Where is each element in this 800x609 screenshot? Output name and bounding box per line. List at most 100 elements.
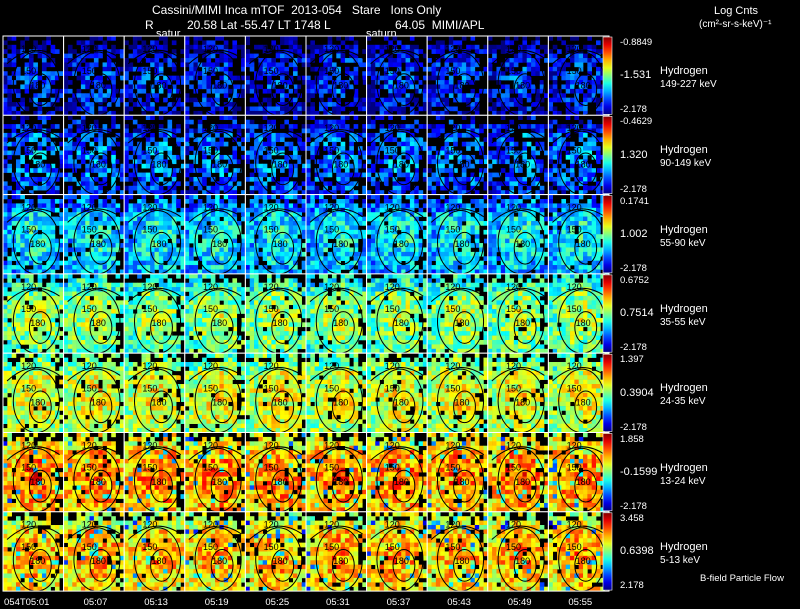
heatmap-cell: [167, 132, 173, 138]
heatmap-cell: [111, 199, 116, 204]
heatmap-cell: [453, 58, 458, 63]
heatmap-cell: [141, 88, 147, 94]
heatmap-cell: [392, 181, 398, 187]
heatmap-cell: [513, 163, 519, 169]
heatmap-cell: [150, 260, 155, 266]
heatmap-cell: [267, 256, 272, 261]
heatmap-cell: [167, 229, 173, 235]
heatmap-cell: [184, 110, 190, 116]
heatmap-cell: [275, 62, 281, 68]
heatmap-cell: [587, 141, 592, 147]
heatmap-cell: [526, 66, 532, 72]
heatmap-cell: [587, 36, 592, 41]
heatmap-cell: [509, 58, 515, 63]
heatmap-cell: [392, 194, 398, 200]
heatmap-cell: [11, 115, 17, 121]
heatmap-cell: [80, 97, 86, 103]
heatmap-cell: [141, 128, 147, 134]
heatmap-cell: [258, 58, 264, 63]
heatmap-cell: [37, 216, 43, 222]
heatmap-cell: [574, 159, 579, 165]
heatmap-cell: [76, 203, 82, 209]
heatmap-cell: [267, 150, 272, 156]
heatmap-cell: [340, 163, 346, 169]
heatmap-cell: [323, 62, 328, 68]
heatmap-cell: [193, 44, 199, 50]
heatmap-cell: [63, 216, 69, 222]
heatmap-cell: [388, 159, 393, 165]
heatmap-cell: [466, 154, 471, 160]
heatmap-cell: [124, 71, 129, 76]
heatmap-cell: [401, 88, 406, 94]
heatmap-cell: [180, 80, 186, 85]
heatmap-cell: [176, 141, 181, 147]
heatmap-cell: [63, 238, 69, 244]
heatmap-cell: [98, 221, 103, 226]
heatmap-cell: [193, 128, 199, 134]
heatmap-cell: [93, 251, 99, 257]
heatmap-cell: [33, 176, 38, 182]
heatmap-cell: [370, 225, 376, 231]
heatmap-cell: [596, 58, 601, 63]
heatmap-cell: [63, 75, 69, 81]
heatmap-cell: [50, 49, 56, 54]
heatmap-cell: [158, 84, 164, 90]
heatmap-cell: [137, 36, 142, 41]
heatmap-cell: [422, 84, 428, 90]
heatmap-cell: [331, 212, 337, 217]
heatmap-cell: [453, 128, 458, 134]
heatmap-cell: [189, 207, 194, 213]
heatmap-cell: [483, 124, 489, 129]
heatmap-cell: [7, 207, 12, 213]
heatmap-cell: [245, 110, 251, 116]
heatmap-cell: [336, 168, 341, 173]
heatmap-cell: [440, 93, 445, 98]
heatmap-cell: [405, 53, 411, 59]
heatmap-cell: [63, 66, 69, 72]
heatmap-cell: [158, 62, 164, 68]
heatmap-cell: [565, 71, 571, 76]
heatmap-cell: [327, 62, 333, 68]
heatmap-cell: [513, 176, 519, 182]
heatmap-cell: [184, 75, 190, 81]
heatmap-cell: [526, 80, 532, 85]
heatmap-cell: [184, 212, 190, 217]
heatmap-cell: [24, 66, 30, 72]
heatmap-cell: [487, 58, 493, 63]
heatmap-cell: [171, 132, 177, 138]
heatmap-cell: [124, 229, 129, 235]
heatmap-cell: [275, 212, 281, 217]
contour-label: 150: [264, 225, 279, 235]
heatmap-cell: [587, 71, 592, 76]
heatmap-cell: [171, 181, 177, 187]
heatmap-cell: [85, 80, 90, 85]
heatmap-cell: [137, 102, 142, 107]
heatmap-cell: [479, 128, 484, 134]
contour-label: 180: [454, 160, 469, 170]
heatmap-cell: [318, 243, 324, 248]
heatmap-cell: [232, 159, 238, 165]
heatmap-cell: [509, 88, 515, 94]
heatmap-cell: [89, 71, 95, 76]
contour-label: 150: [203, 145, 218, 155]
heatmap-cell: [587, 168, 592, 173]
heatmap-cell: [7, 102, 12, 107]
heatmap-cell: [89, 66, 95, 72]
heatmap-cell: [63, 260, 69, 266]
heatmap-cell: [67, 132, 73, 138]
heatmap-cell: [76, 146, 82, 151]
heatmap-cell: [539, 71, 545, 76]
heatmap-cell: [552, 154, 558, 160]
heatmap-cell: [353, 44, 359, 50]
heatmap-cell: [176, 154, 181, 160]
heatmap-cell: [466, 80, 471, 85]
heatmap-cell: [267, 251, 272, 257]
heatmap-cell: [591, 168, 597, 173]
heatmap-cell: [565, 150, 571, 156]
heatmap-cell: [80, 172, 86, 178]
heatmap-cell: [453, 66, 458, 72]
heatmap-cell: [596, 124, 601, 129]
heatmap-cell: [591, 84, 597, 90]
heatmap-cell: [50, 141, 56, 147]
